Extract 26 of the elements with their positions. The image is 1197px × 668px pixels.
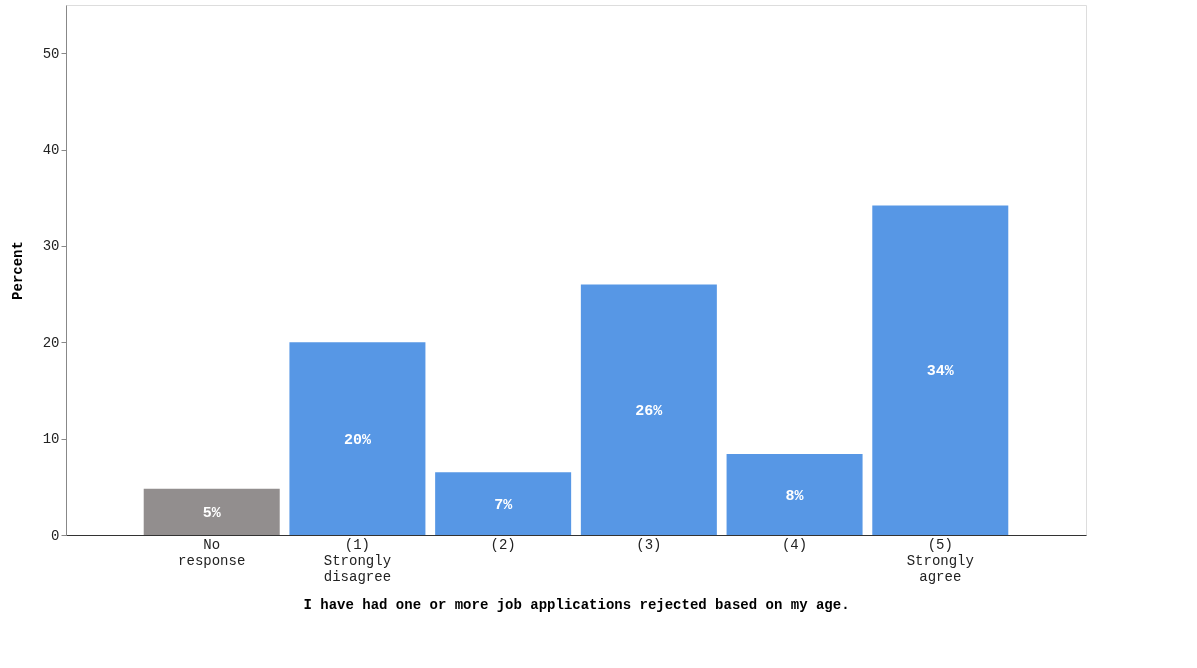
x-tick-label: (4) <box>781 536 808 553</box>
y-tick-label: 0 <box>51 527 60 544</box>
y-tick-label: 30 <box>42 238 60 255</box>
bar <box>435 472 572 535</box>
x-tick-label: (3) <box>636 536 662 553</box>
data-label: 7% <box>494 496 514 514</box>
bar <box>726 454 863 535</box>
bar <box>872 205 1009 535</box>
bar <box>143 488 280 535</box>
y-axis-title: Percent <box>9 241 26 300</box>
data-label: 34% <box>926 363 955 381</box>
y-tick-label: 40 <box>42 142 60 159</box>
data-label: 8% <box>785 487 805 505</box>
x-axis-title: I have had one or more job applications rejected based on my age. <box>303 596 850 613</box>
x-tick-label: No response <box>178 536 246 569</box>
y-tick-label: 20 <box>42 334 60 351</box>
x-tick-label: (5) Strongly agree <box>906 536 974 585</box>
data-label: 20% <box>343 431 372 449</box>
y-tick-label: 50 <box>42 45 60 62</box>
data-label: 26% <box>635 402 664 420</box>
bar <box>289 342 426 535</box>
x-tick-label: (2) <box>490 536 516 553</box>
x-tick-label: (1) Strongly disagree <box>323 536 392 585</box>
data-label: 5% <box>202 504 222 522</box>
y-tick-label: 10 <box>42 431 60 448</box>
bar <box>580 284 717 535</box>
